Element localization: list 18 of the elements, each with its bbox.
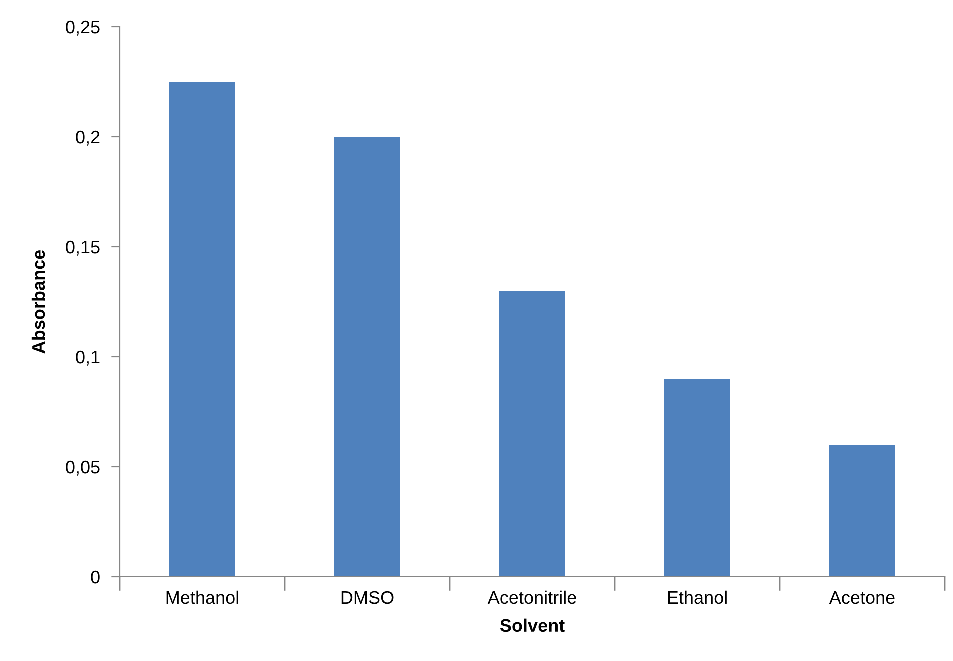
x-tick-label: Ethanol: [668, 590, 727, 604]
x-tick-label: Methanol: [166, 590, 238, 604]
bar: [334, 137, 400, 577]
bar: [170, 82, 236, 577]
y-axis-title: Absorbance: [32, 250, 46, 354]
x-tick-label: DMSO: [342, 591, 394, 604]
x-tick-label: Acetone: [829, 592, 895, 604]
x-tick-label: Acetonitrile: [488, 590, 576, 604]
x-axis-title: Solvent: [500, 618, 565, 632]
y-tick-label: 0,1: [76, 350, 100, 366]
bar: [500, 291, 566, 577]
y-tick-label: 0: [91, 570, 100, 584]
y-tick-label: 0,2: [76, 130, 100, 146]
y-tick-label: 0,15: [66, 240, 100, 256]
y-tick-label: 0,05: [66, 460, 100, 476]
y-tick-label: 0,25: [66, 20, 100, 36]
bar: [830, 445, 896, 577]
bar: [664, 379, 730, 577]
